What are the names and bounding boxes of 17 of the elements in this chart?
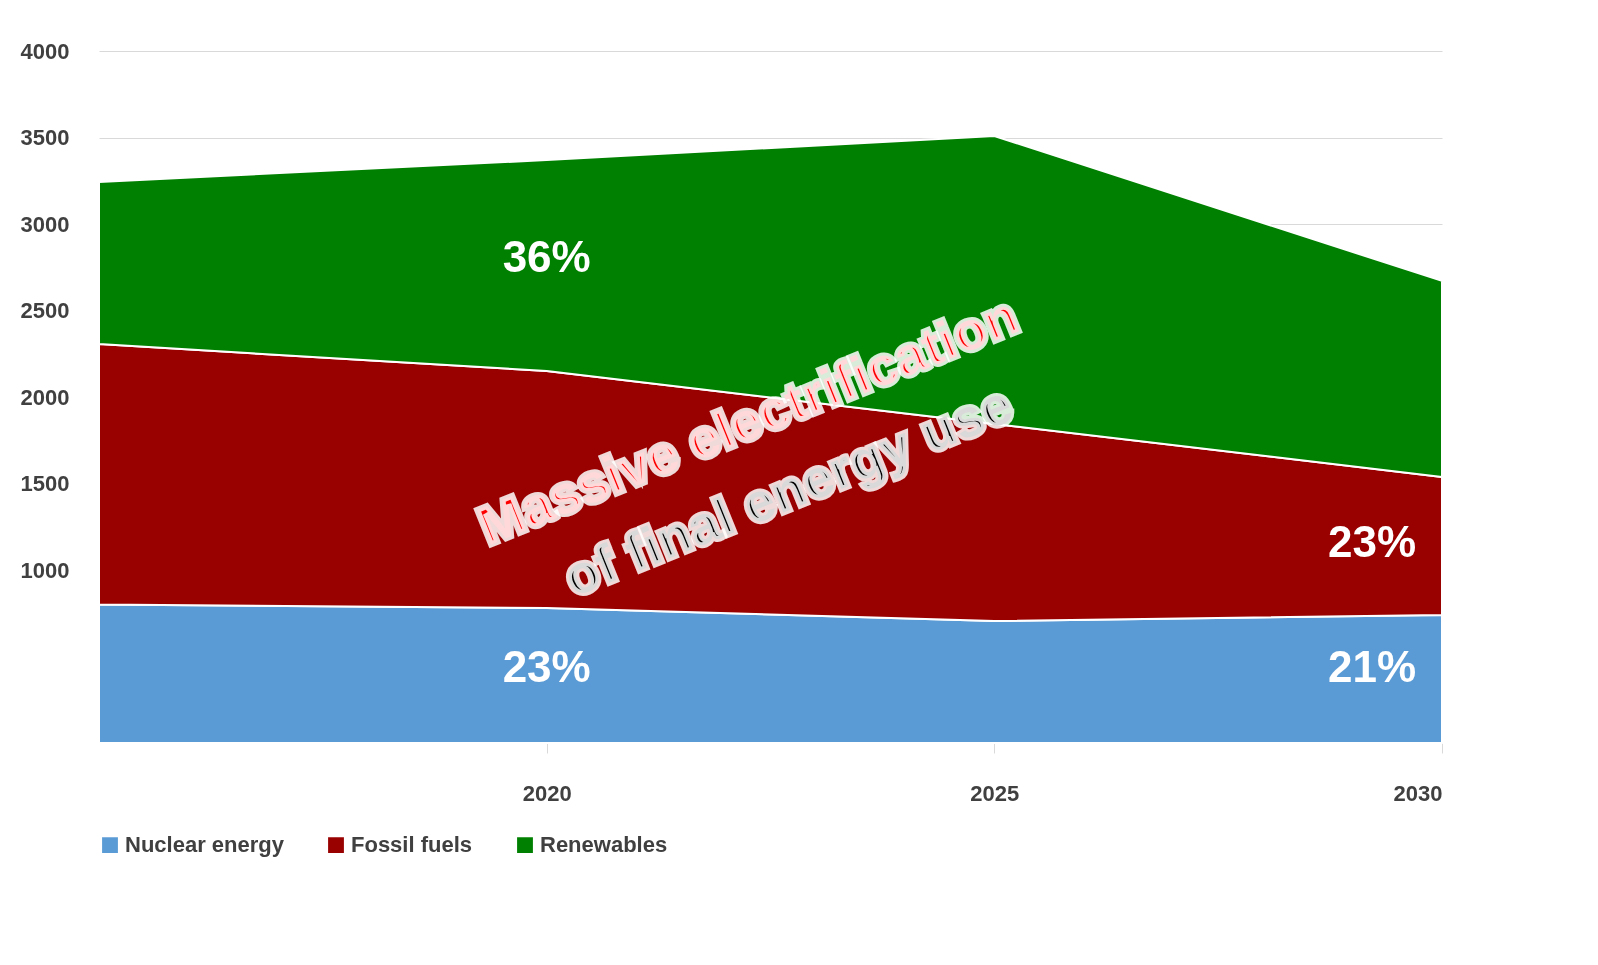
legend-label: Fossil fuels [351, 832, 473, 858]
legend-label: Nuclear energy [125, 832, 285, 858]
y-tick-label: 4000 [20, 38, 70, 64]
y-tick-label: 3000 [20, 211, 70, 237]
y-tick-label: 1000 [20, 557, 70, 583]
x-tick-label: 2025 [970, 780, 1020, 806]
annotation: 36% [502, 231, 591, 281]
y-tick-label: 1500 [20, 471, 70, 496]
x-tick-label: 2030 [1393, 780, 1443, 806]
y-tick-label: 2000 [20, 384, 70, 410]
x-tick-label: 2020 [522, 780, 572, 806]
legend-label: Renewables [540, 832, 668, 858]
annotation: 21% [1327, 641, 1417, 691]
annotation: 23% [502, 641, 591, 691]
y-tick-label: 2500 [20, 298, 70, 323]
annotation: 23% [1327, 517, 1417, 567]
y-tick-label: 3500 [20, 125, 70, 150]
